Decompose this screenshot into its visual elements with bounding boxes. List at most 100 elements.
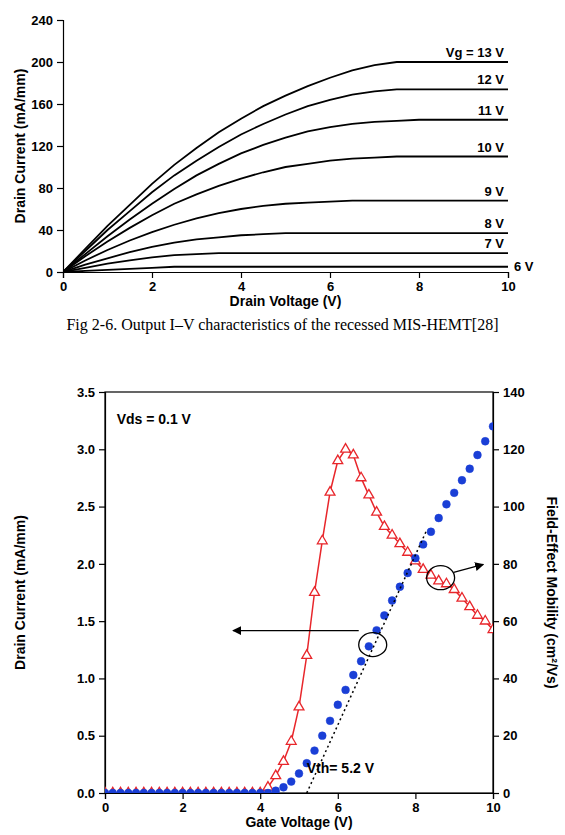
marker (280, 783, 288, 791)
tick: 20 (493, 728, 517, 743)
marker (326, 717, 334, 725)
marker (341, 444, 351, 453)
series-line (63, 157, 508, 273)
marker (365, 642, 373, 650)
tick-label: 4 (257, 800, 265, 815)
marker (465, 601, 475, 610)
tick-label: 160 (31, 97, 53, 112)
marker (395, 538, 405, 547)
series-label: 12 V (477, 72, 504, 87)
tick-label: 20 (503, 728, 517, 743)
tick-label: 60 (503, 614, 517, 629)
pointer-ellipse (359, 633, 387, 657)
marker (318, 732, 326, 740)
pointer-arrow (454, 564, 484, 572)
tick-mark (99, 564, 105, 565)
x-axis-title: Gate Voltage (V) (245, 814, 352, 830)
tick-mark (338, 793, 339, 799)
series-label: 10 V (477, 140, 504, 155)
marker (286, 736, 296, 745)
marker (325, 487, 335, 496)
tick-mark (493, 564, 499, 565)
marker (473, 610, 483, 619)
marker (442, 578, 452, 587)
tick-mark (99, 736, 105, 737)
marker (163, 789, 171, 793)
series-line (63, 267, 508, 272)
marker (333, 455, 343, 464)
tick-mark (330, 272, 331, 278)
annotation: Vds = 0.1 V (117, 411, 192, 427)
tick-mark (57, 104, 63, 105)
marker (443, 500, 451, 508)
y2-axis: 020406080100120140 (493, 385, 525, 801)
marker (474, 451, 482, 459)
tick: 0 (102, 793, 109, 815)
tick: 160 (31, 97, 63, 112)
tick: 1.0 (77, 671, 105, 686)
y-axis: 04080120160200240 (31, 13, 63, 280)
tick-label: 240 (31, 13, 53, 28)
tick-label: 0 (60, 279, 67, 294)
marker (249, 789, 257, 793)
tick-label: 100 (503, 499, 525, 514)
tick-mark (415, 793, 416, 799)
tick-label: 6 (327, 279, 334, 294)
marker (348, 449, 358, 458)
tick-mark (508, 272, 509, 278)
series-line (307, 529, 427, 793)
tick: 240 (31, 13, 63, 28)
marker (349, 671, 357, 679)
tick-label: 8 (412, 800, 419, 815)
marker (171, 789, 179, 793)
tick-label: 200 (31, 55, 53, 70)
tick: 4 (238, 272, 246, 294)
tick-mark (493, 793, 499, 794)
series-line (63, 201, 508, 272)
marker (241, 789, 249, 793)
tick: 6 (327, 272, 334, 294)
tick-mark (57, 62, 63, 63)
series-line (63, 233, 508, 272)
marker (458, 476, 466, 484)
series-label: 9 V (484, 184, 504, 199)
tick-mark (493, 392, 499, 393)
tick: 10 (486, 793, 500, 815)
x-axis-title: Drain Voltage (V) (230, 293, 342, 309)
tick-label: 0.0 (77, 786, 95, 801)
tick-label: 10 (486, 800, 500, 815)
marker (140, 789, 148, 793)
tick: 40 (493, 671, 517, 686)
plot-area (105, 422, 493, 793)
tick-mark (419, 272, 420, 278)
tick-mark (260, 793, 261, 799)
marker (334, 701, 342, 709)
x-axis: 0246810 (60, 272, 516, 294)
tick: 120 (31, 139, 63, 154)
tick: 60 (493, 614, 517, 629)
tick-label: 0.5 (77, 728, 95, 743)
tick-mark (57, 146, 63, 147)
tick-label: 0 (503, 786, 510, 801)
tick: 100 (493, 499, 525, 514)
tick-label: 2 (149, 279, 156, 294)
marker (124, 789, 132, 793)
tick-mark (493, 621, 499, 622)
marker (450, 489, 458, 497)
marker (310, 587, 320, 596)
marker (489, 422, 493, 430)
tick: 80 (493, 557, 517, 572)
marker (317, 535, 327, 544)
tick-mark (183, 793, 184, 799)
marker (488, 624, 493, 633)
marker (419, 540, 427, 548)
axis-line (106, 794, 494, 800)
tick: 8 (416, 272, 423, 294)
tick: 200 (31, 55, 63, 70)
marker (379, 521, 389, 530)
tick: 2 (149, 272, 156, 294)
tick-label: 80 (39, 181, 53, 196)
marker (435, 514, 443, 522)
tick-label: 4 (238, 279, 246, 294)
y-axis-title: Drain Current (mA/mm) (12, 69, 28, 224)
